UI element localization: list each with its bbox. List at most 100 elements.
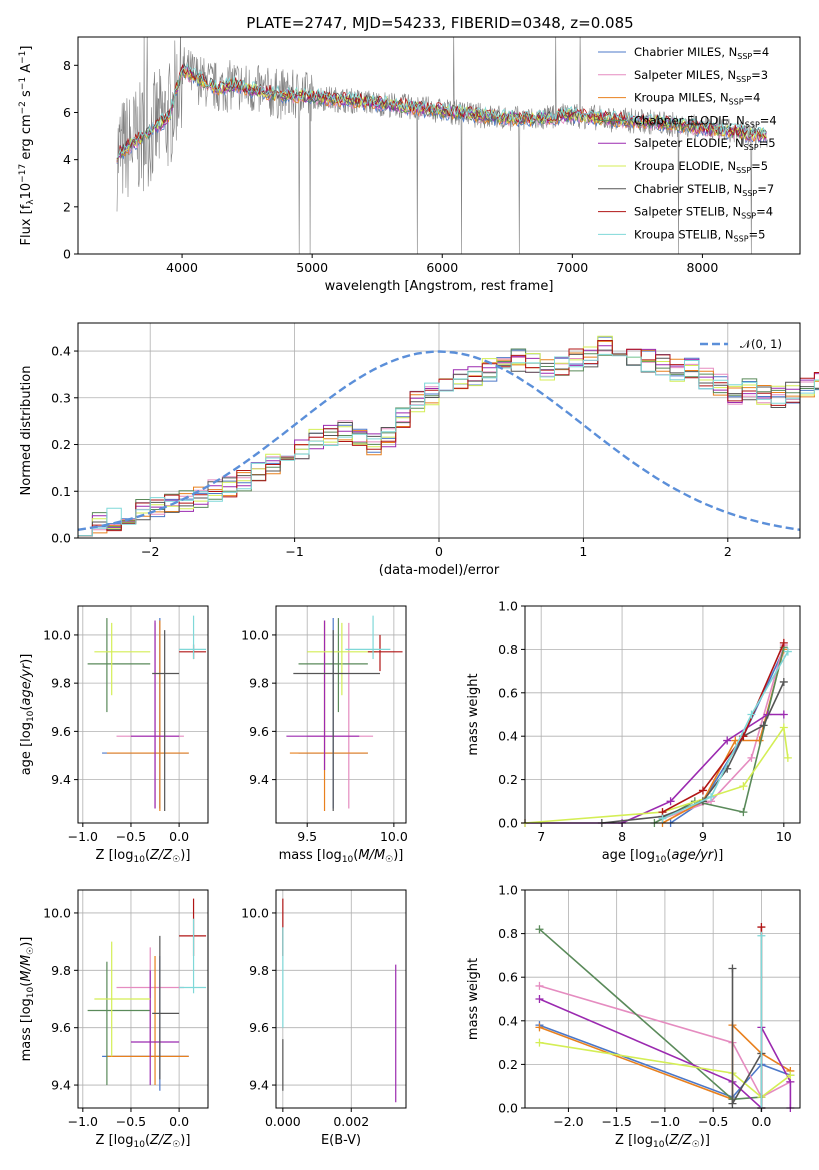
y-tick-label: 0.2: [498, 772, 518, 787]
legend-label: Kroupa STELIB, NSSP=5: [634, 227, 765, 243]
y-tick-label: 0.3: [51, 390, 71, 405]
plus-marker: [535, 1038, 544, 1047]
y-tick-label: 9.6: [249, 1020, 269, 1035]
x-tick-label: 10: [776, 829, 792, 844]
series-line: [654, 647, 785, 824]
y-tick-label: 0.0: [498, 1101, 518, 1116]
series-line: [538, 928, 762, 1101]
error-bar-point: [102, 955, 189, 1091]
x-tick-label: 8: [618, 829, 626, 844]
y-tick-label: 9.4: [249, 772, 269, 787]
plus-marker: [739, 808, 748, 817]
series-line: [662, 651, 789, 820]
axes-frame: [275, 605, 407, 824]
y-tick-label: 0.8: [498, 642, 518, 657]
normal-legend: 𝒩(0, 1): [700, 337, 782, 351]
plus-marker: [783, 753, 792, 762]
axes-frame: [275, 889, 407, 1109]
legend-label: Salpeter MILES, NSSP=3: [634, 68, 768, 84]
model-spectrum-line: [116, 63, 767, 159]
error-bar-point: [293, 630, 380, 811]
y-tick-label: 9.8: [51, 963, 71, 978]
mass-weight-series: [757, 931, 766, 1112]
error-bar-point: [179, 898, 207, 956]
y-tick-label: 0.4: [498, 1013, 518, 1028]
y-tick-label: 9.8: [249, 963, 269, 978]
error-bar-point: [152, 630, 180, 811]
x-tick-label: 2: [724, 544, 732, 559]
y-axis-label: mass [log10(M/M☉)]: [19, 937, 36, 1062]
x-tick-label: 1: [579, 544, 587, 559]
x-tick-label: 0.000: [265, 1114, 301, 1129]
y-tick-label: 10.0: [43, 627, 71, 642]
axes-frame: [77, 889, 209, 1109]
plus-marker: [757, 923, 766, 932]
x-tick-label: 10.0: [380, 829, 408, 844]
residual-histogram-step: [78, 340, 819, 537]
y-tick-label: 9.4: [51, 772, 71, 787]
x-axis-label: mass [log10(M/M☉)]: [279, 848, 404, 865]
series-line: [662, 642, 785, 813]
y-tick-label: 9.8: [249, 676, 269, 691]
plus-marker: [759, 721, 768, 730]
x-axis-label: wavelength [Angstrom, rest frame]: [325, 279, 554, 294]
legend-label: Salpeter ELODIE, NSSP=5: [634, 136, 776, 152]
x-tick-label: −1.0: [650, 1114, 680, 1129]
mass-weight-series: [658, 641, 788, 823]
x-tick-label: 7: [537, 829, 545, 844]
error-bar-point: [152, 935, 180, 1080]
plus-marker: [658, 814, 667, 823]
error-bar-point: [94, 622, 151, 696]
legend-label: 𝒩(0, 1): [740, 337, 782, 351]
x-axis-label: (data-model)/error: [379, 563, 500, 578]
plus-marker: [783, 647, 792, 656]
plus-marker: [707, 792, 716, 801]
axes-frame: [524, 889, 801, 1109]
x-tick-label: −0.5: [116, 829, 146, 844]
y-tick-label: 9.8: [51, 676, 71, 691]
figure-title: PLATE=2747, MJD=54233, FIBERID=0348, z=0…: [246, 14, 633, 32]
y-tick-label: 0.4: [498, 729, 518, 744]
legend-label: Kroupa MILES, NSSP=4: [634, 91, 760, 107]
y-tick-label: 2: [63, 199, 71, 214]
spectrum-legend: Chabrier MILES, NSSP=4 Salpeter MILES, NS…: [598, 45, 777, 243]
plus-marker: [779, 710, 788, 719]
y-tick-label: 9.6: [51, 724, 71, 739]
x-axis-label: Z [log10(Z/Z☉)]: [96, 848, 191, 865]
mass-weight-series: [535, 925, 766, 1104]
plus-marker: [666, 797, 675, 806]
x-axis-label: Z [log10(Z/Z☉)]: [615, 1133, 710, 1150]
legend-label: Kroupa ELODIE, NSSP=5: [634, 159, 768, 175]
error-bar-point: [116, 622, 184, 809]
plus-marker: [535, 981, 544, 990]
mass-vs-extinction-panel: 0.000 0.002 9.4 9.6 9.8 10.0 E(B-V): [241, 889, 407, 1148]
y-tick-label: 10.0: [241, 905, 269, 920]
error-bar-point: [179, 644, 207, 660]
x-tick-label: −1.0: [68, 829, 98, 844]
model-spectrum-line: [116, 70, 767, 164]
x-tick-label: 0: [435, 544, 443, 559]
x-tick-label: −1: [285, 544, 303, 559]
error-bar-point: [179, 918, 207, 994]
y-axis-label: Flux [fλ10−17 erg cm−2 s−1 A−1]: [18, 46, 36, 246]
plus-marker: [757, 931, 766, 940]
spectrum-panel: 4000 5000 6000 7000 8000 0 2 4 6 8 wavelength [Ang…: [18, 36, 801, 294]
y-axis-label: Normed distribution: [19, 366, 34, 496]
error-bar-point: [87, 618, 151, 713]
x-axis-label: age [log10(age/yr)]: [602, 848, 724, 865]
y-tick-label: 0.4: [51, 344, 71, 359]
plus-marker: [747, 753, 756, 762]
axes-frame: [77, 605, 209, 824]
x-tick-label: −1.0: [68, 1114, 98, 1129]
x-tick-label: 6000: [426, 260, 458, 275]
y-tick-label: 0.8: [498, 926, 518, 941]
plus-marker: [786, 1071, 795, 1080]
x-tick-label: 9.5: [297, 829, 317, 844]
x-tick-label: 7000: [556, 260, 588, 275]
plus-marker: [723, 736, 732, 745]
error-bar-point: [286, 620, 360, 770]
error-bar-point: [307, 622, 374, 809]
x-tick-label: 4000: [166, 260, 198, 275]
mass-weight-series: [658, 647, 792, 823]
